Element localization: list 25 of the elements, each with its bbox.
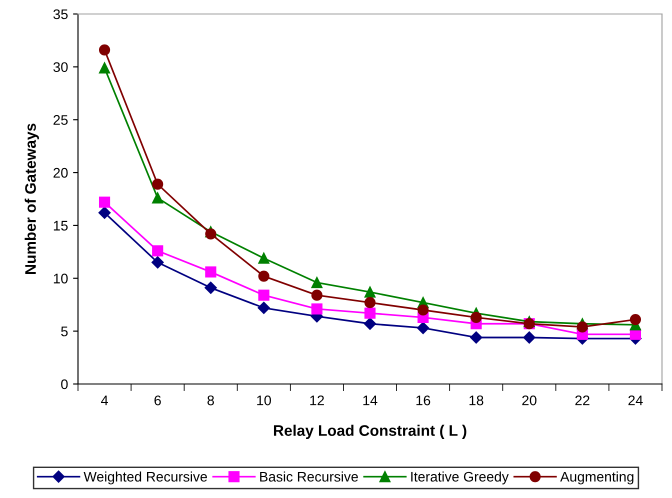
y-tick-label: 25 — [54, 115, 68, 125]
y-tick-label: 20 — [54, 168, 68, 178]
x-tick-label: 12 — [310, 395, 324, 406]
y-tick-label: 30 — [53, 62, 68, 72]
x-tick-label: 10 — [257, 395, 271, 406]
legend-label: Weighted Recursive — [84, 471, 207, 484]
y-tick-label: 35 — [53, 9, 68, 20]
legend-label: Iterative Greedy — [411, 471, 509, 484]
legend-label: Basic Recursive — [260, 471, 358, 482]
x-tick-label: 4 — [101, 396, 108, 406]
x-tick-label: 22 — [575, 395, 590, 406]
y-tick-label: 0 — [61, 379, 68, 390]
x-tick-label: 8 — [207, 395, 214, 406]
y-tick-label: 5 — [61, 326, 68, 336]
y-tick-label: 15 — [54, 220, 68, 231]
x-tick-label: 14 — [363, 396, 378, 406]
x-tick-label: 16 — [416, 395, 430, 406]
legend-label: Augmenting — [560, 471, 634, 484]
x-tick-label: 24 — [628, 395, 643, 406]
x-tick-label: 18 — [470, 395, 484, 406]
y-axis-title: Number of Gateways — [24, 124, 39, 274]
y-tick-label: 10 — [54, 274, 68, 284]
x-axis-title: Relay Load Constraint ( L ) — [274, 424, 466, 439]
x-tick-label: 20 — [522, 395, 536, 406]
x-tick-label: 6 — [154, 395, 161, 406]
